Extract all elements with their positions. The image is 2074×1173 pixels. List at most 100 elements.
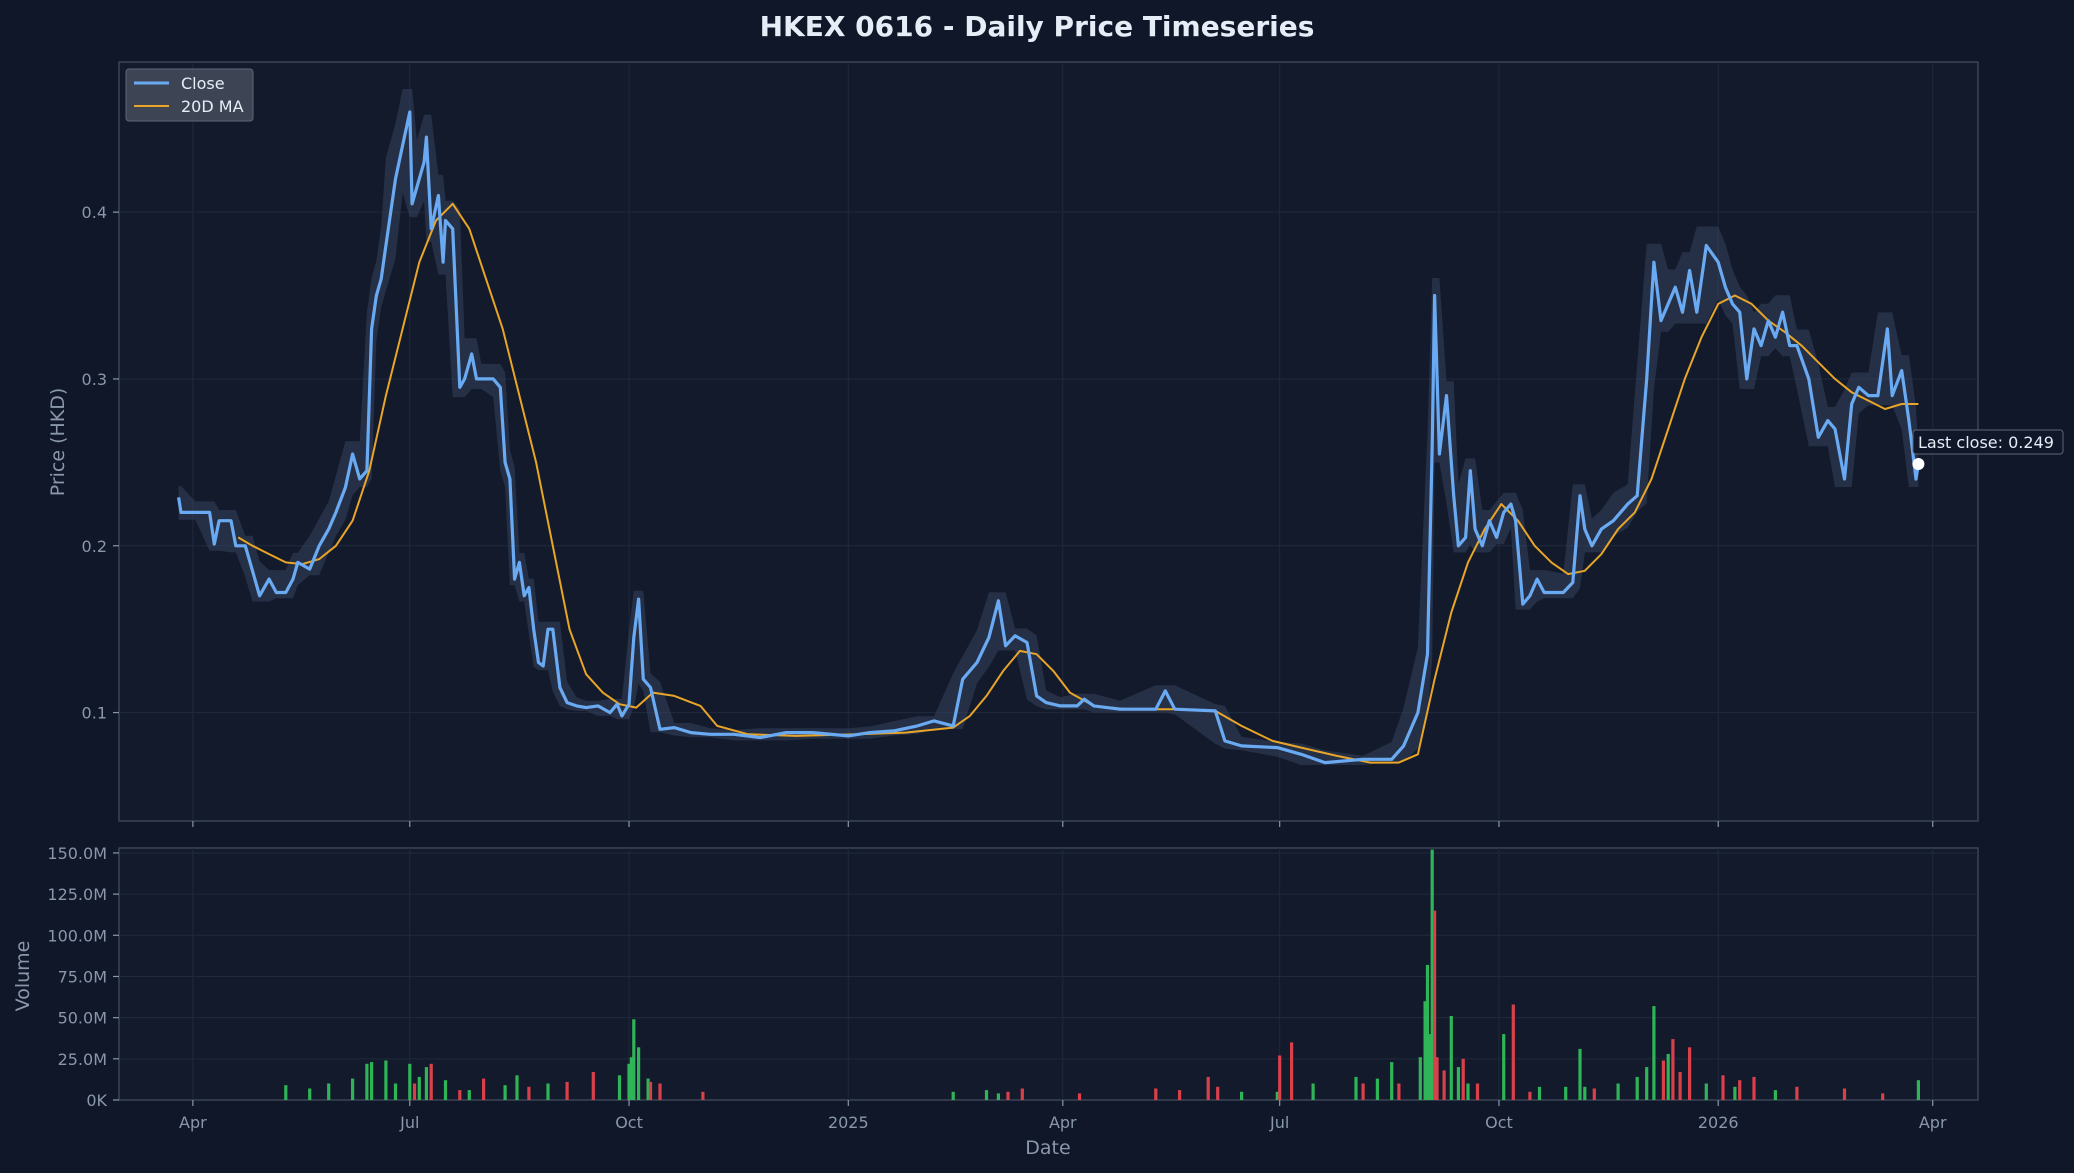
volume-bar-down [1881, 1093, 1885, 1100]
volume-bar-up [1275, 1091, 1279, 1100]
volume-bar-down [458, 1090, 462, 1100]
volume-bar-up [443, 1080, 448, 1100]
volume-bar-up [1428, 1034, 1432, 1100]
volume-bar-up [1645, 1067, 1649, 1100]
volume-panel [118, 847, 1979, 1101]
volume-bar-down [658, 1083, 662, 1100]
volume-bar-down [1435, 1057, 1439, 1100]
volume-bar-up [424, 1067, 428, 1100]
volume-bar-up [365, 1063, 369, 1100]
volume-bar-down [1671, 1039, 1675, 1100]
volume-bar-up [1583, 1086, 1587, 1100]
volume-bar-up [515, 1075, 519, 1100]
volume-y-tick-label: 50.0M [58, 1009, 107, 1028]
volume-y-tick-label: 75.0M [58, 967, 107, 986]
volume-bar-down [701, 1091, 705, 1100]
volume-bar-down [1206, 1076, 1210, 1100]
volume-bar-down [1688, 1047, 1692, 1100]
chart-title: HKEX 0616 - Daily Price Timeseries [760, 10, 1315, 43]
volume-bar-up [996, 1093, 1000, 1100]
volume-bar-up [1666, 1053, 1670, 1100]
volume-bar-up [951, 1091, 955, 1100]
volume-bar-down [1592, 1088, 1596, 1100]
last-close-label: Last close: 0.249 [1918, 433, 2054, 452]
price-y-tick-label: 0.1 [82, 704, 107, 723]
volume-bar-up [627, 1063, 631, 1100]
volume-grid [119, 848, 1978, 1100]
volume-bar-up [1773, 1090, 1777, 1100]
volume-bar-down [1178, 1090, 1182, 1100]
volume-bar-down [1361, 1083, 1365, 1100]
volume-bar-down [482, 1078, 486, 1100]
legend-ma-label: 20D MA [181, 97, 244, 116]
volume-bar-down [591, 1072, 595, 1100]
volume-bar-up [1466, 1083, 1470, 1100]
price-axis-label: Price (HKD) [47, 388, 69, 497]
volume-bar-down [412, 1083, 417, 1100]
volume-bar-down [1006, 1091, 1010, 1100]
volume-bar-up [1430, 849, 1434, 1100]
volume-y-tick-label: 0K [86, 1091, 107, 1110]
volume-bar-up [1578, 1048, 1582, 1100]
volume-bar-down [565, 1081, 569, 1100]
last-close-marker [1912, 458, 1925, 470]
volume-bar-down [1154, 1088, 1158, 1100]
volume-bar-down [1475, 1083, 1480, 1100]
price-y-tick-label: 0.4 [82, 203, 107, 222]
last-close-annotation: Last close: 0.249 [1912, 429, 2064, 470]
volume-bar-up [1916, 1080, 1920, 1100]
x-tick-label: 2025 [828, 1113, 869, 1132]
volume-bar-up [408, 1063, 412, 1100]
volume-bar-up [503, 1085, 507, 1100]
volume-bar-down [1397, 1083, 1401, 1100]
volume-bar-down [527, 1086, 531, 1100]
volume-bar-up [617, 1075, 622, 1100]
volume-bar-down [1528, 1091, 1532, 1100]
volume-bar-up [384, 1060, 388, 1100]
volume-bar-up [1375, 1078, 1379, 1100]
x-axis-label: Date [1025, 1137, 1070, 1159]
ma-20d-line [237, 202, 1919, 764]
volume-bar-down [1216, 1086, 1220, 1100]
volume-bar-down [1278, 1055, 1282, 1100]
volume-bar-down [429, 1063, 433, 1100]
volume-bar-up [637, 1047, 641, 1100]
volume-bar-up [370, 1062, 374, 1100]
volume-bar-up [1537, 1086, 1542, 1100]
volume-bar-up [308, 1088, 312, 1100]
x-tick-label: Apr [1919, 1113, 1947, 1132]
volume-bar-up [1635, 1076, 1639, 1100]
volume-bar-down [648, 1081, 653, 1100]
volume-bar-down [1795, 1086, 1799, 1100]
volume-bar-up [1616, 1083, 1620, 1100]
volume-bar-up [984, 1090, 989, 1100]
volume-bar-down [1661, 1060, 1665, 1100]
volume-bar-down [1721, 1075, 1725, 1100]
price-y-tick-label: 0.3 [82, 370, 107, 389]
volume-bar-up [1652, 1006, 1656, 1100]
volume-bar-up [1425, 964, 1430, 1100]
volume-bar-up [1418, 1057, 1422, 1100]
volume-bar-up [646, 1078, 650, 1100]
price-lines [177, 110, 1920, 765]
volume-bar-up [1311, 1083, 1315, 1100]
volume-bar-down [1842, 1088, 1847, 1100]
legend-close-label: Close [181, 74, 225, 93]
volume-bar-up [632, 1019, 636, 1100]
volume-y-tick-label: 100.0M [47, 926, 107, 945]
volume-bar-up [1733, 1086, 1737, 1100]
x-tick-label: Oct [1485, 1113, 1513, 1132]
x-tick-label: Oct [615, 1113, 643, 1132]
volume-bar-up [1564, 1086, 1568, 1100]
volume-bar-up [629, 1057, 633, 1100]
volume-bar-up [284, 1085, 288, 1100]
volume-y-tick-label: 125.0M [47, 885, 107, 904]
volume-bar-up [1390, 1062, 1394, 1100]
volume-bar-up [351, 1078, 355, 1100]
x-tick-label: 2026 [1698, 1113, 1739, 1132]
volume-bar-down [1020, 1088, 1024, 1100]
volume-bar-up [1704, 1083, 1708, 1100]
volume-bar-up [467, 1090, 471, 1100]
volume-bar-up [1354, 1076, 1358, 1100]
volume-bar-up [1502, 1034, 1506, 1100]
